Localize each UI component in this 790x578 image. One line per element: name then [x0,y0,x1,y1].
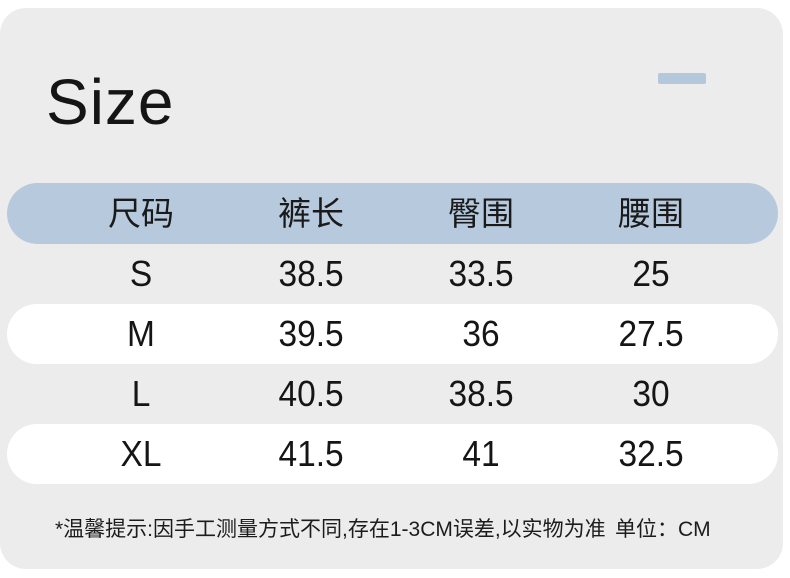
value-cell: 38.5 [448,373,514,414]
accent-dash [658,73,706,84]
header-cell-hip: 臀围 [448,195,514,232]
value-cell: 38.5 [278,253,344,294]
size-cell: L [131,373,151,414]
value-cell: 41 [462,433,500,474]
value-cell: 36 [462,313,500,354]
table-row-l: L 40.5 38.5 30 [7,364,778,424]
table-row-s: S 38.5 33.5 25 [7,244,778,304]
size-chart-card: Size 尺码 裤长 臀围 腰围 S 38.5 33.5 25 M 39.5 3… [0,8,783,569]
size-cell: XL [120,433,162,474]
table-row-xl: XL 41.5 41 32.5 [7,424,778,484]
page-title: Size [46,66,175,138]
value-cell: 39.5 [278,313,344,354]
value-cell: 33.5 [448,253,514,294]
unit-label: 单位：CM [615,518,711,541]
value-cell: 41.5 [278,433,344,474]
value-cell: 30 [632,373,670,414]
header-cell-waist: 腰围 [618,195,684,232]
value-cell: 40.5 [278,373,344,414]
size-cell: S [129,253,153,294]
footer-note: *温馨提示:因手工测量方式不同,存在1-3CM误差,以实物为准 [55,518,606,541]
table-header-row: 尺码 裤长 臀围 腰围 [7,183,778,244]
value-cell: 32.5 [618,433,684,474]
size-cell: M [127,313,155,354]
header-cell-pants-length: 裤长 [278,195,344,232]
value-cell: 25 [632,253,670,294]
table-row-m: M 39.5 36 27.5 [7,304,778,364]
header-cell-size: 尺码 [108,195,174,232]
value-cell: 27.5 [618,313,684,354]
